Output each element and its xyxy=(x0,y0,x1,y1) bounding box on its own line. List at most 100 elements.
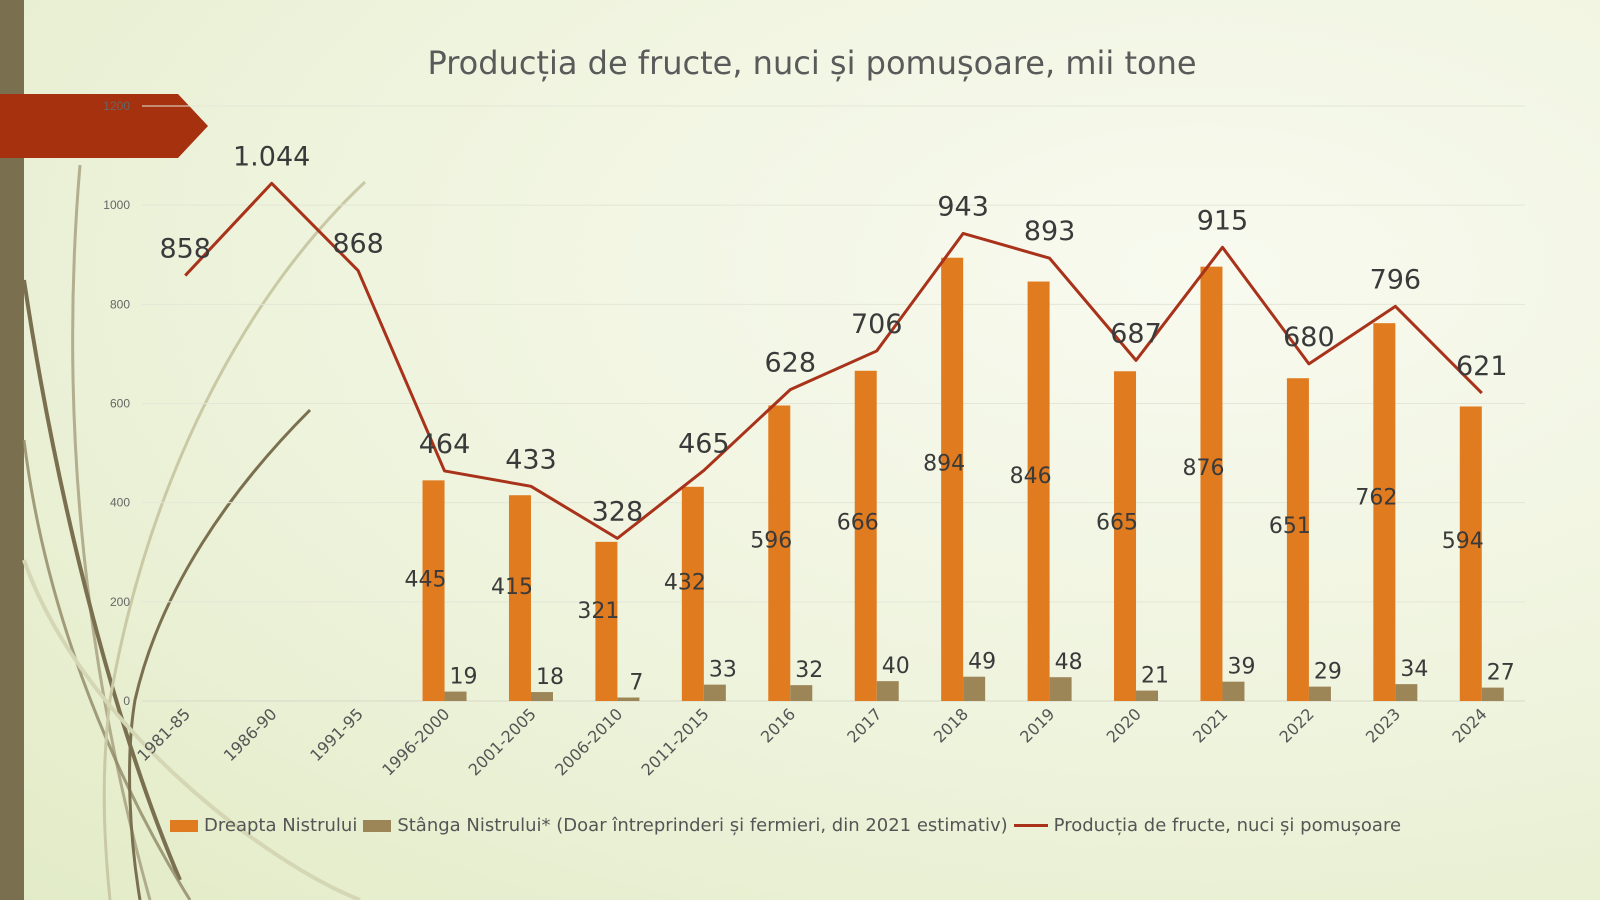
data-label-total: 680 xyxy=(1283,322,1335,353)
data-label-stanga: 40 xyxy=(882,654,910,679)
data-label-dreapta: 762 xyxy=(1355,486,1397,511)
bar-dreapta xyxy=(1200,266,1223,701)
series-line-total xyxy=(184,181,1483,540)
data-label-stanga: 33 xyxy=(709,658,737,683)
data-label-dreapta: 665 xyxy=(1096,511,1138,536)
bar-dreapta xyxy=(1459,406,1482,701)
data-label-total: 706 xyxy=(851,309,903,340)
bar-dreapta xyxy=(1286,378,1309,701)
y-tick-label: 0 xyxy=(123,694,130,708)
y-tick-label: 400 xyxy=(110,496,130,510)
bar-stanga xyxy=(703,684,726,701)
legend-swatch-total xyxy=(1013,824,1048,827)
data-label-stanga: 34 xyxy=(1400,657,1428,682)
data-label-dreapta: 321 xyxy=(577,599,619,624)
bar-dreapta xyxy=(1114,371,1137,701)
data-label-dreapta: 432 xyxy=(664,571,706,596)
legend-swatch-dreapta xyxy=(170,819,198,832)
bar-stanga xyxy=(1395,684,1418,701)
bar-stanga xyxy=(1136,690,1159,701)
bar-stanga xyxy=(530,692,553,701)
x-tick-label: 2017 xyxy=(843,704,885,746)
data-label-total: 796 xyxy=(1370,264,1422,295)
data-label-total: 1.044 xyxy=(233,141,310,172)
data-label-total: 464 xyxy=(419,429,471,460)
x-tick-label: 2016 xyxy=(757,704,799,746)
legend-item-dreapta: Dreapta Nistrului xyxy=(170,815,357,836)
bar-stanga xyxy=(1481,687,1504,701)
x-tick-label: 2019 xyxy=(1016,704,1058,746)
bar-stanga xyxy=(1049,677,1072,701)
bar-stanga xyxy=(444,691,467,701)
x-tick-label: 2020 xyxy=(1103,704,1145,746)
bar-stanga xyxy=(963,676,986,701)
data-label-stanga: 48 xyxy=(1055,650,1083,675)
x-tick-label: 2011-2015 xyxy=(638,704,713,779)
bar-dreapta xyxy=(422,480,445,701)
x-tick-label: 1996-2000 xyxy=(378,704,453,779)
x-tick-label: 2001-2005 xyxy=(465,704,540,779)
x-tick-label: 1986-90 xyxy=(220,704,281,765)
legend-swatch-stanga xyxy=(363,819,392,832)
ribbon-marker xyxy=(0,94,208,158)
data-label-total: 893 xyxy=(1024,216,1076,247)
data-label-stanga: 21 xyxy=(1141,664,1169,689)
data-label-dreapta: 596 xyxy=(750,528,792,553)
data-label-dreapta: 445 xyxy=(405,567,447,592)
data-label-total: 328 xyxy=(592,496,644,527)
x-tick-label: 2023 xyxy=(1362,704,1404,746)
legend-label-dreapta: Dreapta Nistrului xyxy=(204,815,358,836)
bar-stanga xyxy=(617,697,640,701)
data-label-dreapta: 415 xyxy=(491,575,533,600)
data-label-stanga: 32 xyxy=(795,658,823,683)
data-label-total: 433 xyxy=(505,444,557,475)
data-label-stanga: 49 xyxy=(968,650,996,675)
data-label-stanga: 39 xyxy=(1227,655,1255,680)
data-label-total: 915 xyxy=(1197,205,1249,236)
legend-item-total: Producția de fructe, nuci și pomușoare xyxy=(1013,815,1402,836)
data-label-total: 943 xyxy=(937,191,989,222)
data-label-total: 858 xyxy=(159,234,211,265)
x-tick-label: 1991-95 xyxy=(306,704,367,765)
y-tick-label: 800 xyxy=(110,297,130,311)
bar-dreapta xyxy=(854,370,877,701)
x-tick-label: 2018 xyxy=(930,704,972,746)
legend-label-stanga: Stânga Nistrului* (Doar întreprinderi și… xyxy=(397,815,1008,836)
x-tick-label: 2021 xyxy=(1189,704,1231,746)
x-tick-label: 2024 xyxy=(1448,704,1490,746)
bar-stanga xyxy=(876,681,899,701)
data-label-dreapta: 666 xyxy=(837,510,879,535)
bar-dreapta xyxy=(1373,323,1396,701)
x-tick-label: 1981-85 xyxy=(133,704,194,765)
y-tick-label: 600 xyxy=(110,397,130,411)
data-label-stanga: 19 xyxy=(450,665,478,690)
y-tick-label: 200 xyxy=(110,595,130,609)
decorative-curves xyxy=(22,164,367,900)
data-label-total: 465 xyxy=(678,428,730,459)
data-label-stanga: 27 xyxy=(1487,661,1515,686)
data-label-dreapta: 876 xyxy=(1182,456,1224,481)
legend-label-total: Producția de fructe, nuci și pomușoare xyxy=(1053,815,1402,836)
bar-dreapta xyxy=(595,541,618,701)
legend-item-stanga: Stânga Nistrului* (Doar întreprinderi și… xyxy=(363,815,1008,836)
bar-dreapta xyxy=(1027,281,1050,701)
data-label-total: 621 xyxy=(1456,351,1508,382)
data-label-dreapta: 846 xyxy=(1010,464,1052,489)
bar-dreapta xyxy=(508,495,531,701)
x-tick-label: 2022 xyxy=(1276,704,1318,746)
bar-dreapta xyxy=(768,405,791,701)
data-label-total: 868 xyxy=(332,229,384,260)
data-label-total: 628 xyxy=(765,348,817,379)
data-label-stanga: 18 xyxy=(536,665,564,690)
y-tick-label: 1000 xyxy=(103,198,130,212)
data-label-dreapta: 594 xyxy=(1442,529,1484,554)
data-label-dreapta: 894 xyxy=(923,451,965,476)
bar-dreapta xyxy=(681,486,704,701)
y-tick-label: 1200 xyxy=(103,99,130,113)
x-tick-label: 2006-2010 xyxy=(551,704,626,779)
bar-stanga xyxy=(1308,686,1331,701)
chart-legend: Dreapta Nistrului Stânga Nistrului* (Doa… xyxy=(170,815,1407,836)
data-label-stanga: 29 xyxy=(1314,660,1342,685)
chart-title: Producția de fructe, nuci și pomușoare, … xyxy=(427,44,1197,82)
